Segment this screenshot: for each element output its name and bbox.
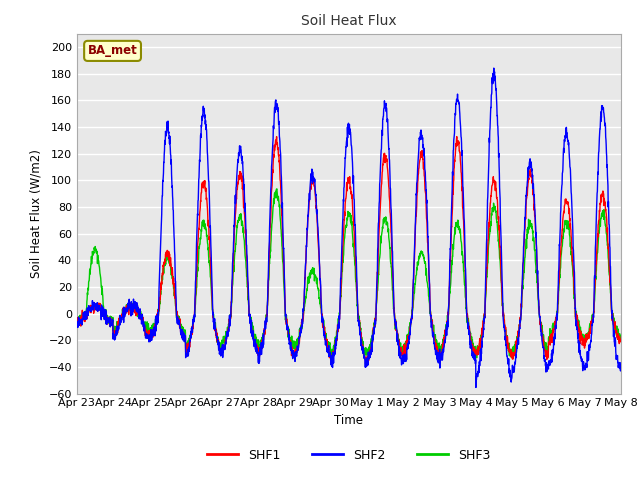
- SHF2: [376, 172, 384, 178]
- SHF2: [472, 384, 480, 390]
- SHF1: [225, 327, 232, 333]
- Line: SHF1: SHF1: [77, 137, 621, 364]
- Title: Soil Heat Flux: Soil Heat Flux: [301, 14, 397, 28]
- SHF2: [365, 349, 372, 355]
- Line: SHF2: SHF2: [77, 68, 621, 387]
- SHF2: [490, 65, 498, 71]
- SHF3: [365, 348, 372, 354]
- SHF3: [225, 321, 232, 327]
- SHF3: [376, 241, 384, 247]
- SHF1: [570, 263, 577, 268]
- SHF3: [570, 274, 577, 279]
- SHF3: [73, 314, 81, 320]
- SHF2: [570, 245, 577, 251]
- SHF1: [617, 339, 625, 345]
- SHF1: [584, 334, 592, 340]
- SHF3: [273, 186, 281, 192]
- SHF3: [508, 347, 515, 352]
- SHF1: [365, 358, 372, 363]
- SHF3: [617, 336, 625, 342]
- Line: SHF3: SHF3: [77, 189, 621, 358]
- SHF2: [73, 319, 81, 325]
- SHF3: [473, 355, 481, 361]
- SHF1: [453, 134, 461, 140]
- SHF1: [376, 200, 384, 206]
- SHF2: [508, 379, 515, 385]
- Text: BA_met: BA_met: [88, 44, 138, 58]
- SHF1: [73, 321, 81, 326]
- Y-axis label: Soil Heat Flux (W/m2): Soil Heat Flux (W/m2): [30, 149, 43, 278]
- SHF1: [362, 361, 369, 367]
- SHF3: [584, 331, 592, 337]
- SHF2: [225, 325, 232, 331]
- SHF2: [617, 360, 625, 366]
- X-axis label: Time: Time: [334, 414, 364, 427]
- Legend: SHF1, SHF2, SHF3: SHF1, SHF2, SHF3: [202, 444, 495, 467]
- SHF1: [508, 351, 515, 357]
- SHF2: [584, 357, 592, 363]
